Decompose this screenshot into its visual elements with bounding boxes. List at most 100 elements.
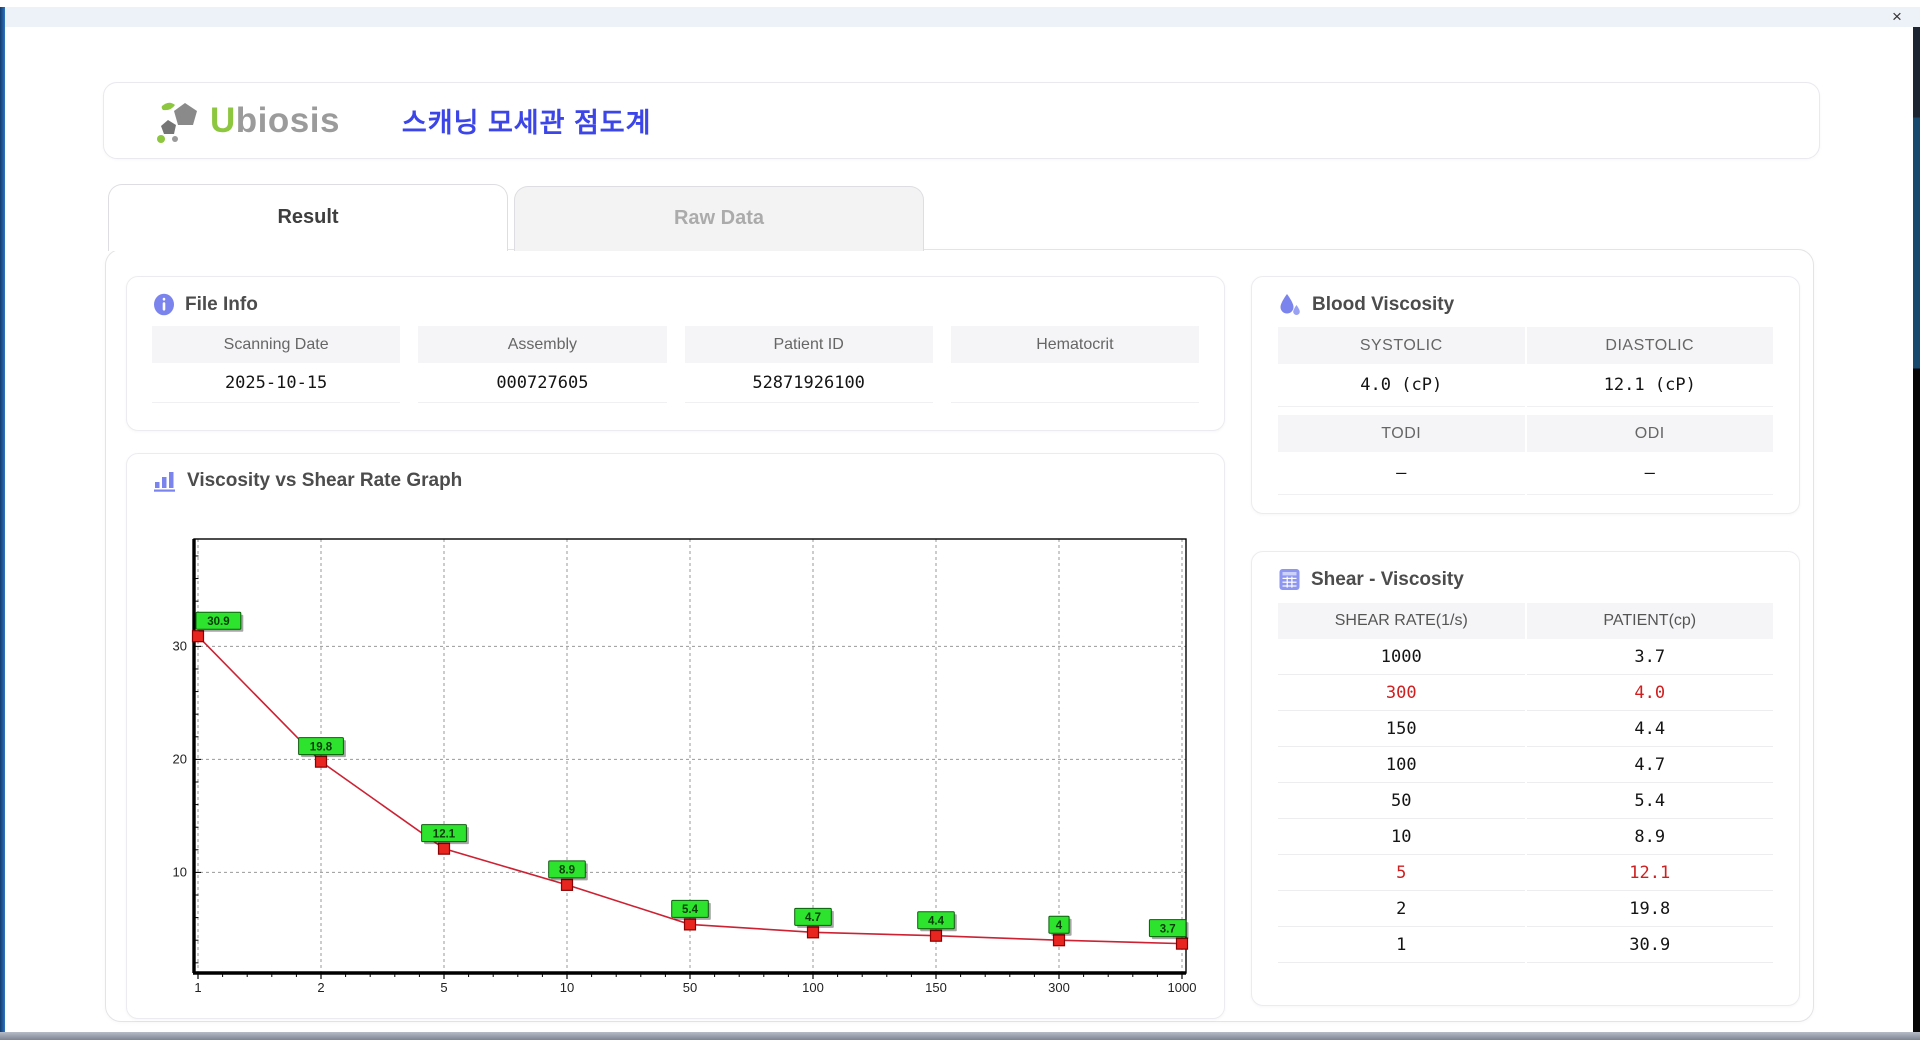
bv-value-row: – – xyxy=(1278,452,1773,495)
bv-value: 4.0 (cP) xyxy=(1278,364,1525,407)
blood-viscosity-title: Blood Viscosity xyxy=(1252,277,1799,317)
field-label: Patient ID xyxy=(684,326,933,363)
window-right-border xyxy=(1913,27,1920,1032)
column-header-shear-rate: SHEAR RATE(1/s) xyxy=(1278,603,1525,639)
viscosity-graph-card: Viscosity vs Shear Rate Graph 1 2 5 10 50 100… xyxy=(126,453,1225,1019)
blood-viscosity-card: Blood Viscosity SYSTOLIC DIASTOLIC 4.0 (cP… xyxy=(1251,276,1800,514)
field-label: Scanning Date xyxy=(152,326,401,363)
droplets-icon xyxy=(1280,294,1300,315)
table-row: 1 30.9 xyxy=(1278,927,1773,963)
tab-raw-data[interactable]: Raw Data xyxy=(514,186,924,251)
window-bottom-border xyxy=(0,1032,1920,1040)
svg-text:20: 20 xyxy=(173,751,187,766)
blood-viscosity-table: SYSTOLIC DIASTOLIC 4.0 (cP) 12.1 (cP) TODI OD… xyxy=(1252,327,1799,495)
svg-text:50: 50 xyxy=(683,980,697,995)
table-cell: 4.0 xyxy=(1526,675,1773,711)
table-row: 10 8.9 xyxy=(1278,819,1773,855)
table-cell: 50 xyxy=(1278,783,1525,819)
file-info-field: Patient ID 52871926100 xyxy=(684,326,933,403)
svg-text:5: 5 xyxy=(440,980,447,995)
table-cell: 19.8 xyxy=(1526,891,1773,927)
file-info-field: Hematocrit xyxy=(950,326,1199,403)
table-row: 100 4.7 xyxy=(1278,747,1773,783)
field-label: Hematocrit xyxy=(950,326,1199,363)
table-cell: 2 xyxy=(1278,891,1525,927)
shear-viscosity-header-row: SHEAR RATE(1/s) PATIENT(cp) xyxy=(1278,603,1773,639)
bv-label: DIASTOLIC xyxy=(1526,327,1773,364)
bv-value: 12.1 (cP) xyxy=(1526,364,1773,407)
svg-text:4.7: 4.7 xyxy=(805,912,821,924)
svg-text:4.4: 4.4 xyxy=(928,915,945,927)
table-row: 50 5.4 xyxy=(1278,783,1773,819)
shear-viscosity-title: Shear - Viscosity xyxy=(1252,552,1799,591)
table-row: 300 4.0 xyxy=(1278,675,1773,711)
bv-header-row: SYSTOLIC DIASTOLIC xyxy=(1278,327,1773,364)
table-cell: 5.4 xyxy=(1526,783,1773,819)
info-icon xyxy=(154,293,174,316)
window-titlebar: × xyxy=(0,7,1920,27)
table-cell: 4.7 xyxy=(1526,747,1773,783)
table-row: 5 12.1 xyxy=(1278,855,1773,891)
close-icon[interactable]: × xyxy=(1892,7,1902,26)
header-card: Ubiosis 스캐닝 모세관 점도계 xyxy=(103,82,1820,159)
svg-text:30: 30 xyxy=(173,638,187,653)
field-value: 000727605 xyxy=(418,363,667,403)
calculator-icon xyxy=(1279,569,1300,590)
table-cell: 100 xyxy=(1278,747,1525,783)
bv-value: – xyxy=(1278,452,1525,495)
table-row: 150 4.4 xyxy=(1278,711,1773,747)
table-cell: 1 xyxy=(1278,927,1525,963)
svg-text:100: 100 xyxy=(802,980,824,995)
field-value: 52871926100 xyxy=(684,363,933,403)
table-row: 1000 3.7 xyxy=(1278,639,1773,675)
table-cell: 5 xyxy=(1278,855,1525,891)
viscosity-graph-title: Viscosity vs Shear Rate Graph xyxy=(127,454,1224,492)
svg-text:8.9: 8.9 xyxy=(559,865,575,877)
bv-header-row: TODI ODI xyxy=(1278,415,1773,452)
svg-text:4: 4 xyxy=(1056,920,1063,932)
tab-result[interactable]: Result xyxy=(108,184,508,251)
svg-text:1000: 1000 xyxy=(1168,980,1197,995)
svg-text:1: 1 xyxy=(194,980,201,995)
table-cell: 30.9 xyxy=(1526,927,1773,963)
svg-text:10: 10 xyxy=(560,980,574,995)
file-info-fields: Scanning Date 2025-10-15 Assembly 000727605… xyxy=(127,316,1224,403)
column-header-patient: PATIENT(cp) xyxy=(1526,603,1773,639)
bv-value-row: 4.0 (cP) 12.1 (cP) xyxy=(1278,364,1773,407)
shear-viscosity-table: SHEAR RATE(1/s) PATIENT(cp) 1000 3.7 300 4.… xyxy=(1278,603,1773,963)
svg-text:30.9: 30.9 xyxy=(207,616,229,628)
ubiosis-logo-text: Ubiosis xyxy=(210,100,340,140)
page-title: 스캐닝 모세관 점도계 xyxy=(401,108,652,138)
table-cell: 1000 xyxy=(1278,639,1525,675)
window-left-border xyxy=(0,7,5,1032)
table-cell: 150 xyxy=(1278,711,1525,747)
svg-text:12.1: 12.1 xyxy=(433,828,456,840)
svg-text:5.4: 5.4 xyxy=(682,904,699,916)
field-value xyxy=(950,363,1199,403)
file-info-field: Scanning Date 2025-10-15 xyxy=(152,326,401,403)
svg-text:10: 10 xyxy=(173,864,187,879)
viscosity-chart: 1 2 5 10 50 100 150 300 1000 10 20 30 30.9 19.8 12.1 8.… xyxy=(173,538,1197,995)
table-row: 2 19.8 xyxy=(1278,891,1773,927)
svg-text:2: 2 xyxy=(317,980,324,995)
table-cell: 10 xyxy=(1278,819,1525,855)
table-cell: 300 xyxy=(1278,675,1525,711)
svg-text:19.8: 19.8 xyxy=(310,741,333,753)
ubiosis-logo-icon xyxy=(157,102,197,143)
bv-label: ODI xyxy=(1526,415,1773,452)
svg-text:300: 300 xyxy=(1048,980,1070,995)
shear-viscosity-rows: 1000 3.7 300 4.0 150 4.4 100 4.7 50 5.4 10 8.9 5 12.1… xyxy=(1278,639,1773,963)
file-info-field: Assembly 000727605 xyxy=(418,326,667,403)
bar-chart-icon xyxy=(154,472,175,492)
table-cell: 4.4 xyxy=(1526,711,1773,747)
svg-text:3.7: 3.7 xyxy=(1160,923,1176,935)
svg-text:150: 150 xyxy=(925,980,947,995)
table-cell: 12.1 xyxy=(1526,855,1773,891)
shear-viscosity-card: Shear - Viscosity SHEAR RATE(1/s) PATIEN… xyxy=(1251,551,1800,1006)
field-value: 2025-10-15 xyxy=(152,363,401,403)
bv-value: – xyxy=(1526,452,1773,495)
table-cell: 3.7 xyxy=(1526,639,1773,675)
file-info-title: File Info xyxy=(127,277,1224,316)
bv-label: SYSTOLIC xyxy=(1278,327,1525,364)
